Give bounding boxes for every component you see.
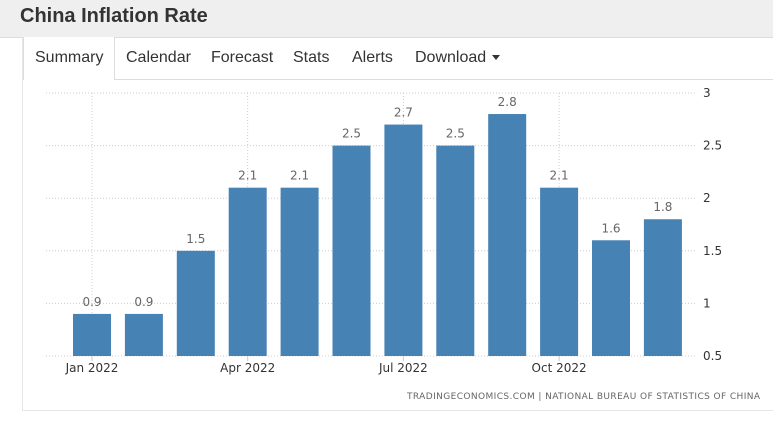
bar <box>280 187 319 356</box>
data-label: 2.1 <box>238 169 257 183</box>
data-label: 0.9 <box>82 295 101 309</box>
data-label: 1.5 <box>186 232 205 246</box>
tab-bar: Summary Calendar Forecast Stats Alerts D… <box>22 37 773 80</box>
bar <box>332 145 371 356</box>
tab-download[interactable]: Download <box>415 37 501 79</box>
y-tick-label: 1 <box>703 296 711 310</box>
tab-calendar[interactable]: Calendar <box>126 49 191 66</box>
data-label: 1.8 <box>653 200 672 214</box>
data-label: 1.6 <box>601 221 620 235</box>
bar <box>384 124 423 356</box>
data-label: 2.5 <box>342 127 361 141</box>
x-tick-label: Apr 2022 <box>220 361 275 375</box>
bar <box>643 219 682 356</box>
x-tick-label: Jan 2022 <box>65 361 119 375</box>
data-label: 0.9 <box>134 295 153 309</box>
y-tick-label: 2 <box>703 191 711 205</box>
y-axis: 0.5 1 1.5 2 2.5 3 <box>703 86 722 363</box>
data-label: 2.7 <box>394 106 413 120</box>
tab-download-label: Download <box>415 49 487 66</box>
x-axis: Jan 2022 Apr 2022 Jul 2022 Oct 2022 <box>65 356 587 375</box>
tab-forecast[interactable]: Forecast <box>211 49 274 66</box>
bars <box>73 114 682 356</box>
bar <box>176 250 215 356</box>
caret-down-icon <box>492 55 501 61</box>
y-tick-label: 0.5 <box>703 349 722 363</box>
inflation-bar-chart: 0.9 0.9 1.5 2.1 2.1 2.5 2.7 2.5 2.8 2.1 1.6 1.8 0.5… <box>46 86 722 375</box>
page-title: China Inflation Rate <box>20 5 208 27</box>
y-tick-label: 1.5 <box>703 244 722 258</box>
data-label: 2.5 <box>446 127 465 141</box>
source-credit: TRADINGECONOMICS.COM | NATIONAL BUREAU O… <box>407 392 761 402</box>
bar <box>124 313 163 356</box>
data-labels: 0.9 0.9 1.5 2.1 2.1 2.5 2.7 2.5 2.8 2.1 1.6 1.8 <box>82 95 672 309</box>
tab-alerts[interactable]: Alerts <box>352 49 393 66</box>
bar <box>592 240 630 356</box>
data-label: 2.1 <box>290 169 309 183</box>
bar <box>73 313 111 356</box>
title-bar: China Inflation Rate <box>0 0 773 38</box>
x-tick-label: Oct 2022 <box>532 361 587 375</box>
y-tick-label: 3 <box>703 86 711 100</box>
chart-panel <box>22 79 773 411</box>
tab-stats[interactable]: Stats <box>293 49 330 66</box>
data-label: 2.1 <box>550 169 569 183</box>
y-tick-label: 2.5 <box>703 139 722 153</box>
bar <box>540 187 579 356</box>
bar <box>488 114 527 356</box>
bar <box>228 187 267 356</box>
tab-summary[interactable]: Summary <box>23 37 116 80</box>
data-label: 2.8 <box>498 95 517 109</box>
bar <box>436 145 475 356</box>
x-tick-label: Jul 2022 <box>378 361 428 375</box>
